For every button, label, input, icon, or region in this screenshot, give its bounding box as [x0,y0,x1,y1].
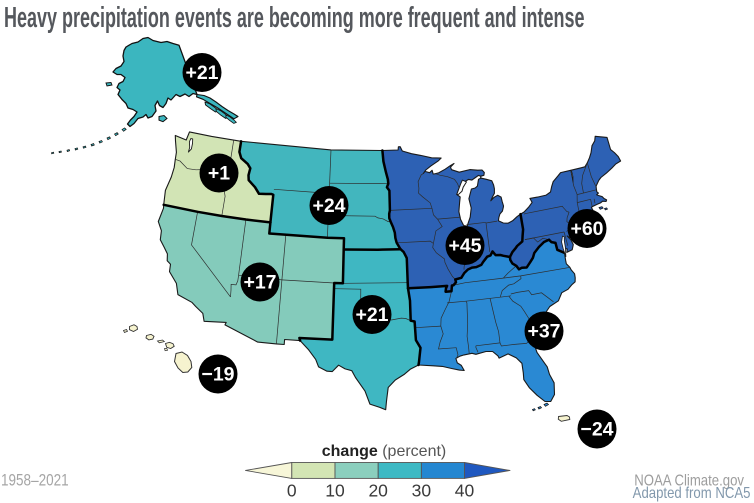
svg-text:30: 30 [412,481,432,501]
svg-text:+17: +17 [243,272,276,294]
svg-text:+24: +24 [312,195,345,217]
svg-text:change (percent): change (percent) [322,443,446,460]
svg-text:+60: +60 [570,218,603,240]
svg-text:NOAA Climate.gov: NOAA Climate.gov [634,473,745,490]
svg-text:40: 40 [455,481,475,501]
svg-text:10: 10 [325,481,345,501]
svg-text:+1: +1 [208,163,230,185]
svg-text:−24: −24 [580,419,613,441]
svg-text:Adapted from NCA5: Adapted from NCA5 [633,485,751,502]
svg-text:−19: −19 [201,364,234,386]
svg-text:1958–2021: 1958–2021 [1,471,69,490]
svg-text:+21: +21 [185,62,218,84]
svg-text:+45: +45 [448,235,481,257]
svg-text:0: 0 [287,481,297,501]
svg-text:+21: +21 [355,304,388,326]
svg-text:20: 20 [368,481,388,501]
svg-text:+37: +37 [527,321,560,343]
